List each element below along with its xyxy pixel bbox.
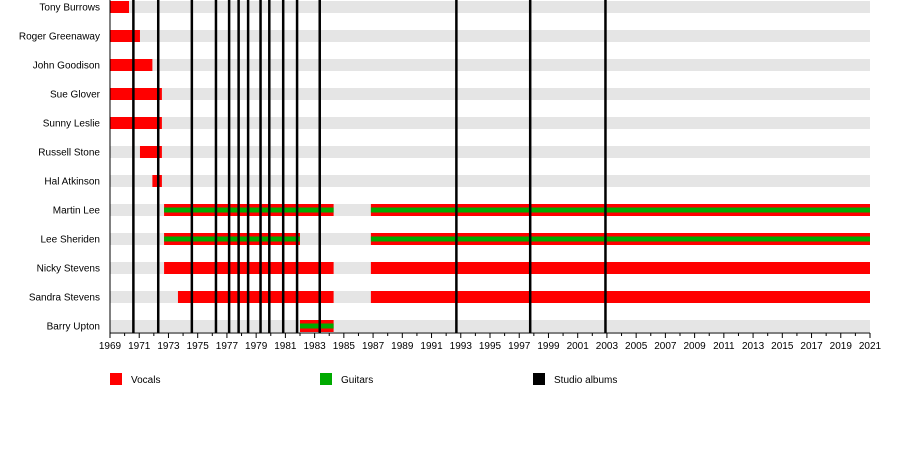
legend-swatch-guitars [320,373,332,385]
guitars-bar [370,207,870,213]
x-tick-label: 2005 [625,341,648,352]
x-tick-label: 2013 [742,341,765,352]
member-label: Nicky Stevens [37,264,100,275]
row-band [110,175,870,187]
x-tick-label: 2019 [830,341,853,352]
guitars-bar [164,236,300,242]
x-tick-label: 1987 [362,341,385,352]
vocals-bar [110,59,153,71]
x-tick-label: 1993 [450,341,473,352]
member-label: Hal Atkinson [44,177,100,188]
x-tick-label: 2001 [567,341,590,352]
member-label: John Goodison [33,61,100,72]
x-tick-label: 1989 [391,341,414,352]
x-tick-label: 2007 [654,341,677,352]
x-tick-label: 2011 [713,341,735,352]
x-tick-label: 1995 [479,341,502,352]
x-tick-label: 1969 [99,341,122,352]
member-label: Sunny Leslie [43,119,101,130]
x-tick-label: 1979 [245,341,268,352]
x-tick-label: 1985 [333,341,356,352]
x-tick-label: 1997 [508,341,531,352]
legend-swatch-vocals [110,373,122,385]
legend-label-vocals: Vocals [131,375,160,386]
member-label: Sandra Stevens [29,293,100,304]
legend-swatch-albums [533,373,545,385]
member-label: Russell Stone [38,148,100,159]
x-tick-label: 1977 [216,341,239,352]
member-label: Barry Upton [47,322,100,333]
row-band [110,59,870,71]
vocals-bar [370,262,870,274]
x-tick-label: 2021 [859,341,882,352]
x-tick-label: 1975 [187,341,210,352]
member-label: Roger Greenaway [19,32,100,43]
vocals-bar [110,88,162,100]
row-band [110,88,870,100]
row-band [110,1,870,13]
member-label: Lee Sheriden [41,235,101,246]
x-tick-label: 2009 [683,341,706,352]
vocals-bar [110,117,162,129]
row-band [110,117,870,129]
vocals-bar [139,146,162,158]
guitars-bar [370,236,870,242]
legend-label-guitars: Guitars [341,375,373,386]
vocals-bar [370,291,870,303]
member-label: Sue Glover [50,90,101,101]
member-label: Martin Lee [53,206,101,217]
x-tick-label: 2017 [800,341,823,352]
row-band [110,320,870,332]
member-label: Tony Burrows [39,3,100,14]
row-band [110,146,870,158]
x-tick-label: 1991 [420,341,443,352]
x-tick-label: 1999 [537,341,560,352]
vocals-bar [110,1,129,13]
x-tick-label: 2015 [771,341,794,352]
vocals-bar [177,291,334,303]
legend-label-albums: Studio albums [554,375,617,386]
guitars-bar [300,323,334,329]
x-tick-label: 1983 [303,341,326,352]
x-tick-label: 2003 [596,341,619,352]
x-tick-label: 1981 [274,341,297,352]
vocals-bar [110,30,140,42]
x-tick-label: 1973 [157,341,180,352]
x-tick-label: 1971 [128,341,151,352]
row-band [110,30,870,42]
